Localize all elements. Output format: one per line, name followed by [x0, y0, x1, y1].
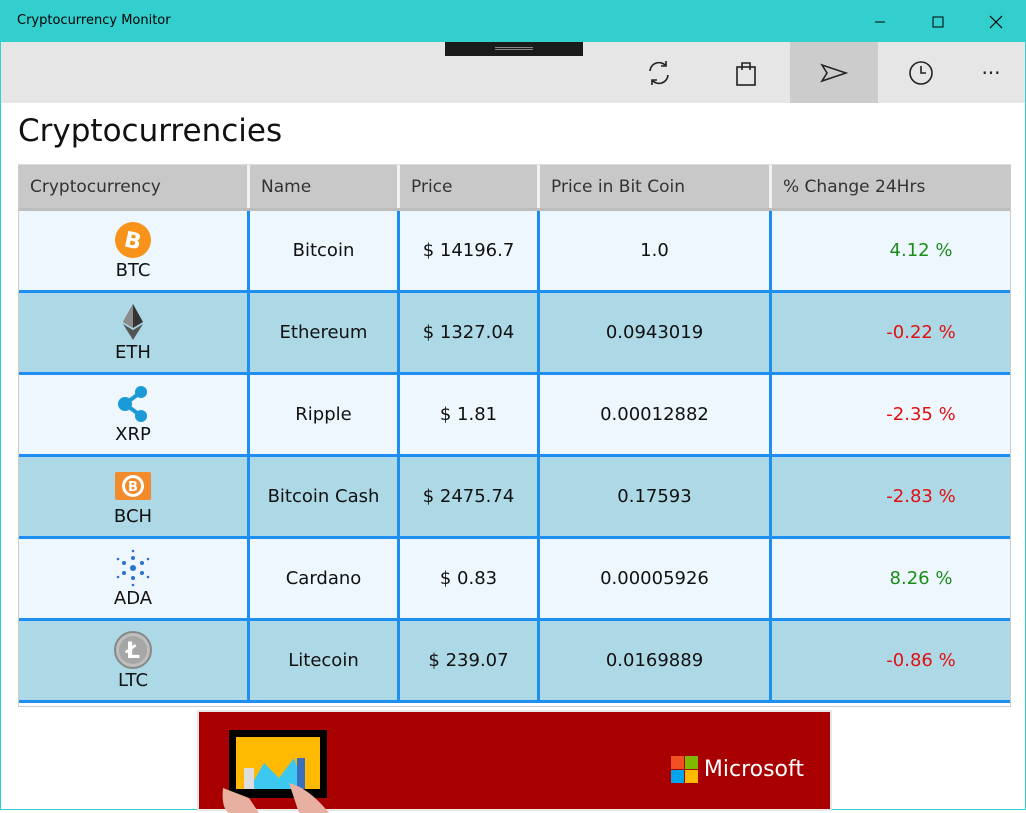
table-header: Cryptocurrency Name Price Price in Bit C… — [19, 165, 1010, 211]
change-value: -2.35 % — [886, 404, 956, 425]
change-cell: -2.83 % — [772, 457, 1010, 536]
price-btc-cell: 0.0169889 — [540, 621, 772, 700]
command-bar: ··· — [1, 42, 1025, 103]
table-row[interactable]: Ł LTC Litecoin $ 239.07 0.0169889 -0.86 % — [19, 621, 1010, 703]
change-cell: 8.26 % — [772, 539, 1010, 618]
price-cell: $ 2475.74 — [400, 457, 540, 536]
crypto-table: Cryptocurrency Name Price Price in Bit C… — [18, 164, 1011, 707]
ethereum-logo-icon — [123, 304, 143, 340]
clock-icon — [909, 60, 933, 85]
symbol: LTC — [117, 670, 149, 691]
table-row[interactable]: ADA Cardano $ 0.83 0.00005926 8.26 % — [19, 539, 1010, 621]
cryptocurrency-cell: B BCH — [19, 457, 250, 536]
cryptocurrency-cell: B BTC — [19, 211, 250, 290]
price-btc-cell: 0.17593 — [540, 457, 772, 536]
close-button[interactable] — [973, 1, 1019, 42]
change-cell: 4.12 % — [772, 211, 1010, 290]
send-icon — [820, 63, 848, 82]
price-cell: $ 1327.04 — [400, 293, 540, 372]
change-cell: -2.35 % — [772, 375, 1010, 454]
title-bar: Cryptocurrency Monitor — [1, 1, 1025, 42]
name-cell: Cardano — [250, 539, 400, 618]
cryptocurrency-cell: Ł LTC — [19, 621, 250, 700]
change-cell: -0.22 % — [772, 293, 1010, 372]
brand-name: Microsoft — [703, 757, 804, 782]
share-button[interactable] — [790, 42, 878, 103]
cryptocurrency-cell: ADA — [19, 539, 250, 618]
more-icon: ··· — [981, 60, 1001, 85]
cardano-logo-icon — [116, 549, 150, 587]
svg-text:B: B — [122, 227, 144, 255]
change-value: -2.83 % — [886, 486, 956, 507]
symbol: BTC — [115, 260, 151, 281]
refresh-icon — [649, 60, 669, 85]
price-cell: $ 0.83 — [400, 539, 540, 618]
name-cell: Bitcoin — [250, 211, 400, 290]
symbol: BCH — [113, 506, 153, 527]
store-button[interactable] — [702, 42, 790, 103]
price-btc-cell: 0.0943019 — [540, 293, 772, 372]
symbol: ADA — [113, 588, 153, 609]
change-value: -0.22 % — [886, 322, 956, 343]
symbol: ETH — [115, 342, 151, 363]
price-cell: $ 14196.7 — [400, 211, 540, 290]
svg-text:B: B — [128, 480, 138, 495]
name-cell: Bitcoin Cash — [250, 457, 400, 536]
maximize-button[interactable] — [915, 1, 961, 42]
price-cell: $ 1.81 — [400, 375, 540, 454]
tablet-illustration-icon — [222, 730, 329, 813]
advertisement-banner[interactable]: Microsoft — [197, 710, 832, 813]
table-row[interactable]: B BTC Bitcoin $ 14196.7 1.0 4.12 % — [19, 211, 1010, 293]
more-button[interactable]: ··· — [951, 42, 1026, 103]
name-cell: Litecoin — [250, 621, 400, 700]
bitcoin-logo-icon: B — [115, 222, 151, 258]
drag-handle[interactable] — [445, 42, 583, 56]
minimize-button[interactable] — [857, 1, 903, 42]
column-header-price[interactable]: Price — [400, 165, 540, 208]
page-title: Cryptocurrencies — [18, 113, 283, 149]
svg-text:Ł: Ł — [125, 639, 140, 664]
microsoft-logo: Microsoft — [670, 756, 804, 783]
name-cell: Ripple — [250, 375, 400, 454]
table-row[interactable]: XRP Ripple $ 1.81 0.00012882 -2.35 % — [19, 375, 1010, 457]
window-title: Cryptocurrency Monitor — [17, 13, 171, 28]
change-value: 4.12 % — [889, 240, 953, 261]
column-header-cryptocurrency[interactable]: Cryptocurrency — [19, 165, 250, 208]
shopping-bag-icon — [736, 61, 756, 86]
refresh-button[interactable] — [615, 42, 703, 103]
change-value: -0.86 % — [886, 650, 956, 671]
column-header-price-btc[interactable]: Price in Bit Coin — [540, 165, 772, 208]
price-btc-cell: 1.0 — [540, 211, 772, 290]
ripple-logo-icon — [118, 386, 147, 422]
bitcoin-cash-logo-icon: B — [115, 472, 151, 500]
price-btc-cell: 0.00005926 — [540, 539, 772, 618]
table-row[interactable]: B BCH Bitcoin Cash $ 2475.74 0.17593 -2.8… — [19, 457, 1010, 539]
litecoin-logo-icon: Ł — [114, 631, 152, 669]
table-row[interactable]: ETH Ethereum $ 1327.04 0.0943019 -0.22 % — [19, 293, 1010, 375]
column-header-name[interactable]: Name — [250, 165, 400, 208]
column-header-change[interactable]: % Change 24Hrs — [783, 177, 926, 197]
name-cell: Ethereum — [250, 293, 400, 372]
cryptocurrency-cell: XRP — [19, 375, 250, 454]
cryptocurrency-cell: ETH — [19, 293, 250, 372]
price-cell: $ 239.07 — [400, 621, 540, 700]
price-btc-cell: 0.00012882 — [540, 375, 772, 454]
change-value: 8.26 % — [889, 568, 953, 589]
change-cell: -0.86 % — [772, 621, 1010, 700]
symbol: XRP — [115, 424, 151, 445]
history-button[interactable] — [877, 42, 965, 103]
